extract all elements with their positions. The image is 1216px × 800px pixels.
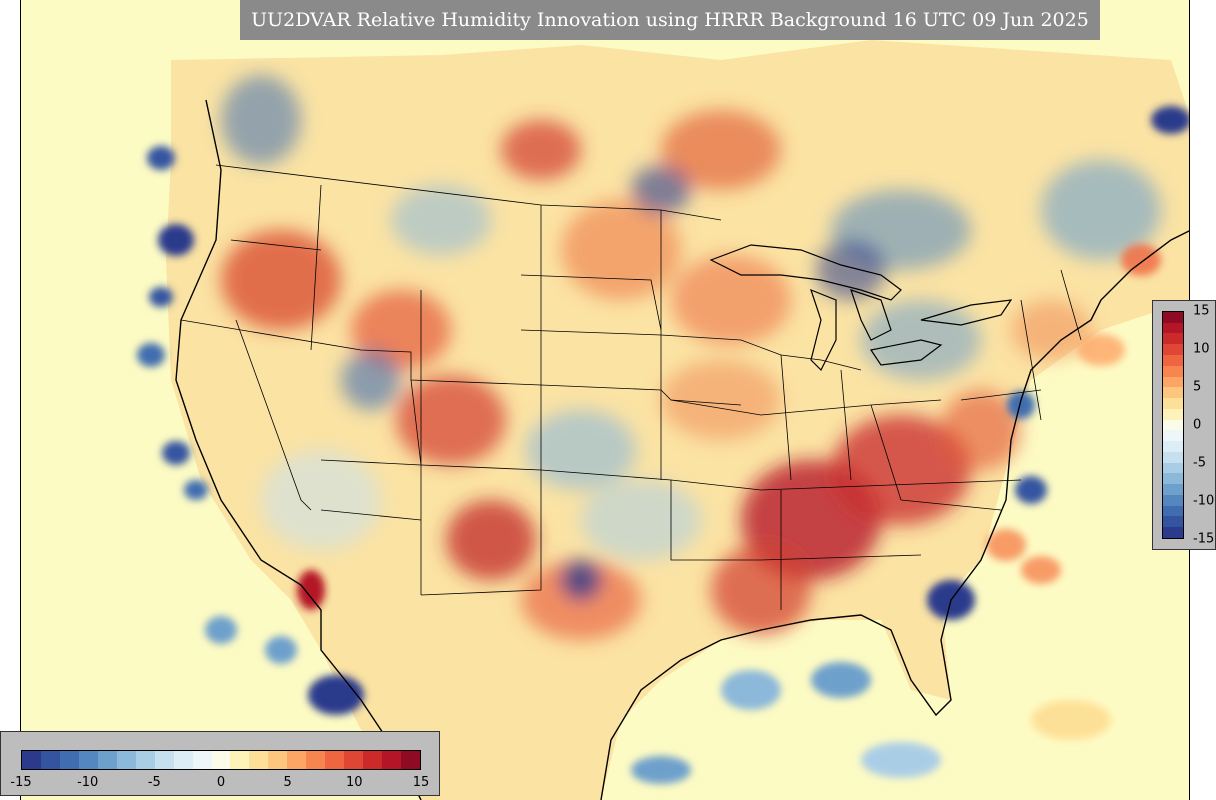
colorbar-swatch: [401, 751, 421, 769]
horizontal-colorbar: -15 -10 -5 0 5 10 15: [0, 731, 440, 796]
colorbar-swatch: [1163, 451, 1183, 463]
vcolorbar-tick: 5: [1193, 379, 1202, 395]
colorbar-swatch: [382, 751, 402, 769]
colorbar-swatch: [40, 751, 60, 769]
hcolorbar-tick: -15: [10, 775, 32, 790]
colorbar-swatch: [1163, 398, 1183, 409]
colorbar-swatch: [1163, 473, 1183, 485]
state-borders: [180, 164, 1082, 610]
vcolorbar-tick: -10: [1193, 493, 1215, 509]
colorbar-swatch: [1163, 419, 1183, 431]
vcolorbar-tick: -5: [1193, 455, 1206, 471]
colorbar-swatch: [344, 751, 364, 769]
hcolorbar-tick: 5: [283, 775, 292, 790]
colorbar-swatch: [1163, 484, 1183, 495]
colorbar-swatch: [1163, 441, 1183, 452]
humidity-field-map: [21, 0, 1189, 800]
colorbar-swatch: [1163, 322, 1183, 334]
vcolorbar-tick: 10: [1193, 341, 1210, 357]
hcolorbar-tick: 0: [216, 775, 226, 790]
horizontal-colorbar-ramp: [21, 750, 421, 770]
colorbar-swatch: [192, 751, 212, 769]
colorbar-swatch: [211, 751, 231, 769]
vertical-colorbar-ramp: [1162, 311, 1184, 539]
colorbar-swatch: [22, 751, 41, 769]
colorbar-swatch: [116, 751, 136, 769]
hcolorbar-tick: 15: [412, 775, 430, 790]
hcolorbar-tick: 10: [346, 775, 363, 790]
colorbar-swatch: [1163, 311, 1183, 323]
vertical-colorbar: -15 -10 -5 0 5 10 15: [1152, 300, 1216, 550]
colorbar-swatch: [363, 751, 383, 769]
colorbar-swatch: [154, 751, 174, 769]
colorbar-swatch: [1163, 344, 1183, 355]
colorbar-swatch: [1163, 365, 1183, 377]
colorbar-swatch: [268, 751, 288, 769]
colorbar-swatch: [1163, 333, 1183, 345]
colorbar-swatch: [135, 751, 155, 769]
colorbar-swatch: [59, 751, 79, 769]
colorbar-swatch: [249, 751, 269, 769]
vcolorbar-tick: -15: [1193, 531, 1215, 547]
colorbar-swatch: [78, 751, 98, 769]
colorbar-swatch: [1163, 376, 1183, 388]
hcolorbar-tick: -5: [147, 775, 161, 790]
colorbar-swatch: [230, 751, 250, 769]
coastline: [175, 99, 1189, 800]
colorbar-swatch: [1163, 494, 1183, 506]
ocean-anomaly-field: [137, 106, 1189, 784]
great-lakes: [709, 244, 1013, 372]
vcolorbar-tick: 0: [1193, 417, 1202, 433]
colorbar-swatch: [1163, 387, 1183, 399]
colorbar-swatch: [287, 751, 307, 769]
colorbar-swatch: [173, 751, 193, 769]
colorbar-swatch: [306, 751, 326, 769]
colorbar-swatch: [97, 751, 117, 769]
colorbar-swatch: [1163, 505, 1183, 517]
map-title: UU2DVAR Relative Humidity Innovation usi…: [240, 0, 1100, 40]
colorbar-swatch: [1163, 516, 1183, 528]
vcolorbar-tick: 15: [1193, 303, 1210, 319]
map-frame: [20, 0, 1190, 800]
colorbar-swatch: [1163, 462, 1183, 474]
hcolorbar-tick: -10: [77, 775, 99, 790]
colorbar-swatch: [1163, 354, 1183, 366]
colorbar-swatch: [1163, 430, 1183, 442]
colorbar-swatch: [1163, 408, 1183, 420]
colorbar-swatch: [325, 751, 345, 769]
colorbar-swatch: [1163, 527, 1183, 538]
anomaly-field: [221, 75, 1161, 640]
